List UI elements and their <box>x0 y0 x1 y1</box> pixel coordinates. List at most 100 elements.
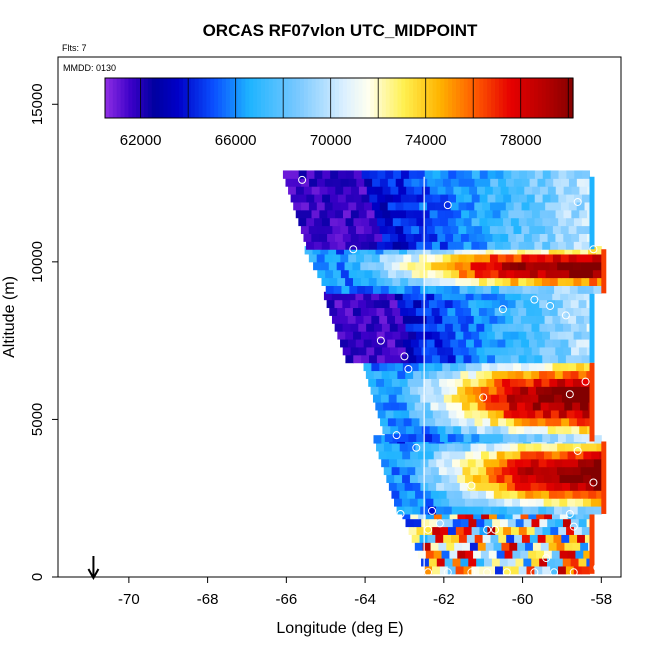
heatmap-cell <box>392 277 401 286</box>
heatmap-cell <box>507 323 517 332</box>
heatmap-cell <box>514 482 524 491</box>
heatmap-cell <box>595 246 602 255</box>
heatmap-cell <box>451 506 461 515</box>
heatmap-cell <box>566 170 575 179</box>
heatmap-cell <box>509 466 519 476</box>
heatmap-cell <box>471 307 480 316</box>
heatmap-cell <box>539 558 548 567</box>
heatmap-cell <box>544 362 553 372</box>
heatmap-cell <box>475 482 484 491</box>
heatmap-cell <box>521 534 531 543</box>
heatmap-cell <box>513 339 522 348</box>
heatmap-cell <box>455 194 465 203</box>
heatmap-cell <box>410 315 420 324</box>
heatmap-cell <box>402 362 412 372</box>
heatmap-cell <box>541 261 550 271</box>
heatmap-cell <box>535 386 545 395</box>
heatmap-cell <box>387 339 396 348</box>
heatmap-cell <box>476 370 485 379</box>
heatmap-cell <box>418 315 427 324</box>
heatmap-cell <box>520 386 529 395</box>
colorbar-segment <box>167 78 172 118</box>
heatmap-cell <box>550 526 559 535</box>
heatmap-cell <box>454 261 464 271</box>
heatmap-cell <box>336 246 345 255</box>
heatmap-cell <box>463 433 472 442</box>
heatmap-cell <box>415 261 424 271</box>
heatmap-cell <box>537 269 547 279</box>
sample-point <box>569 522 578 531</box>
heatmap-cell <box>518 241 528 250</box>
heatmap-cell <box>468 370 477 379</box>
heatmap-cell <box>452 558 461 567</box>
heatmap-cell <box>334 299 343 309</box>
heatmap-cell <box>379 201 389 211</box>
heatmap-cell <box>479 170 489 179</box>
sample-point <box>400 352 409 361</box>
heatmap-cell <box>524 402 534 411</box>
heatmap-cell <box>379 253 389 263</box>
heatmap-cell <box>376 307 385 316</box>
heatmap-cell <box>322 170 331 179</box>
heatmap-cell <box>402 474 411 483</box>
heatmap-cell <box>509 443 519 452</box>
heatmap-cell <box>419 253 428 263</box>
heatmap-cell <box>368 277 378 286</box>
heatmap-cell <box>470 490 479 499</box>
heatmap-cell <box>417 450 427 460</box>
colorbar-segment <box>432 78 438 118</box>
heatmap-cell <box>455 433 465 442</box>
heatmap-cell <box>377 409 387 419</box>
heatmap-cell <box>546 458 555 468</box>
heatmap-cell <box>541 466 550 476</box>
heatmap-cell <box>442 178 452 187</box>
heatmap-cell <box>337 307 346 316</box>
heatmap-cell <box>460 233 470 242</box>
heatmap-cell <box>388 285 398 294</box>
heatmap-cell <box>561 417 570 427</box>
heatmap-cell <box>384 277 393 286</box>
sample-point <box>561 311 570 320</box>
heatmap-cell <box>559 510 569 520</box>
heatmap-cell <box>366 346 375 356</box>
heatmap-cell <box>549 331 559 340</box>
colorbar-segment <box>393 78 399 118</box>
heatmap-cell <box>516 209 525 219</box>
heatmap-cell <box>548 490 558 499</box>
heatmap-cell <box>554 285 563 294</box>
heatmap-cell <box>476 209 486 219</box>
heatmap-cell <box>558 194 567 203</box>
heatmap-cell <box>408 277 417 286</box>
heatmap-cell <box>399 378 409 387</box>
heatmap-cell <box>554 394 563 403</box>
heatmap-cell <box>520 315 530 324</box>
heatmap-cell <box>542 565 551 575</box>
heatmap-cell <box>356 269 366 279</box>
heatmap-cell <box>545 253 554 263</box>
heatmap-cell <box>542 194 551 203</box>
heatmap-edge-cell <box>601 441 607 514</box>
heatmap-cell <box>537 178 546 187</box>
heatmap-cell <box>555 186 565 195</box>
heatmap-cell <box>298 217 307 227</box>
heatmap-cell <box>435 534 444 543</box>
heatmap-cell <box>562 482 571 491</box>
heatmap-cell <box>314 170 323 179</box>
heatmap-cell <box>442 253 452 263</box>
heatmap-cell <box>348 225 357 234</box>
colorbar-segment <box>229 78 235 118</box>
heatmap-cell <box>329 217 339 227</box>
heatmap-cell <box>477 542 487 551</box>
heatmap-cell <box>508 346 517 356</box>
heatmap-cell <box>584 253 593 263</box>
heatmap-cell <box>487 354 496 364</box>
heatmap-cell <box>490 417 499 427</box>
heatmap-cell <box>543 450 553 460</box>
heatmap-cell <box>493 246 502 255</box>
heatmap-cell <box>584 178 590 187</box>
colorbar-segment <box>358 78 363 118</box>
heatmap-cell <box>500 209 509 219</box>
heatmap-cell <box>425 498 434 507</box>
heatmap-cell <box>559 498 568 507</box>
heatmap-cell <box>505 225 514 234</box>
